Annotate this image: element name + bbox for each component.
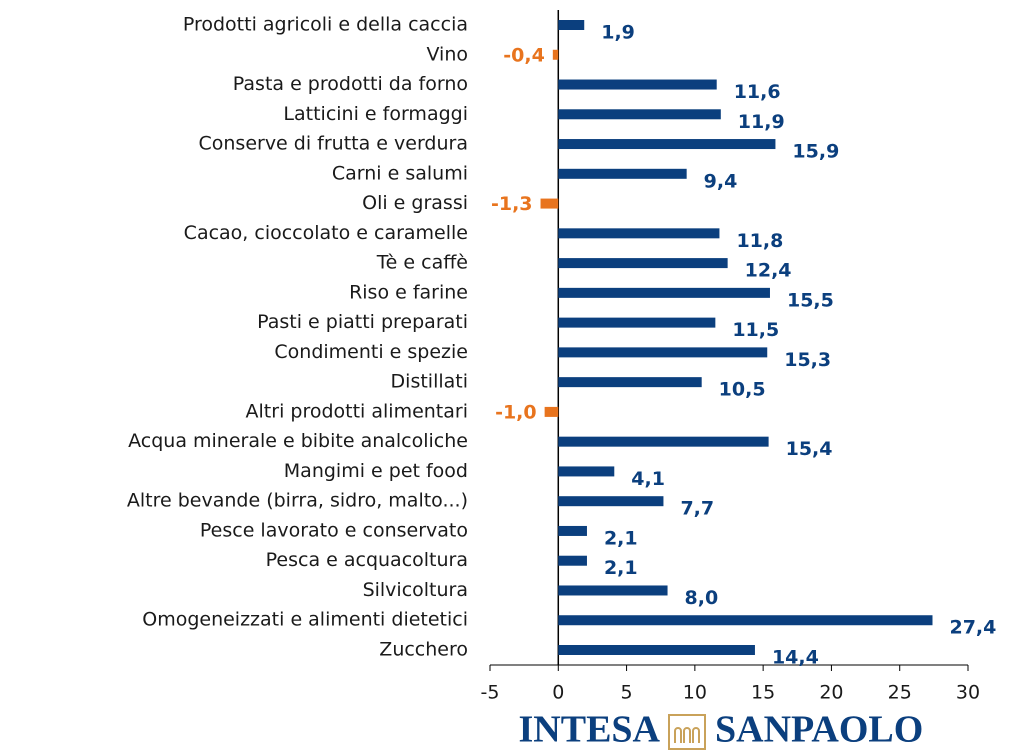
category-label: Latticini e formaggi <box>283 103 468 125</box>
bar <box>558 436 769 447</box>
logo-arches <box>674 727 700 743</box>
bar <box>544 406 559 417</box>
bar <box>558 258 728 269</box>
category-label: Pesca e acquacoltura <box>266 549 468 571</box>
category-label: Acqua minerale e bibite analcoliche <box>128 430 468 452</box>
value-label: 11,6 <box>734 81 781 103</box>
category-label: Tè e caffè <box>376 252 468 274</box>
x-tick-label: 25 <box>888 682 912 704</box>
value-label: 2,1 <box>604 557 638 579</box>
bar <box>558 377 702 388</box>
value-label: 4,1 <box>631 468 665 490</box>
bar <box>558 496 664 507</box>
bar <box>558 228 720 239</box>
value-label: 11,8 <box>736 230 783 252</box>
value-label: 9,4 <box>704 170 738 192</box>
bar <box>558 139 776 150</box>
value-label: 2,1 <box>604 527 638 549</box>
value-label: 27,4 <box>949 617 996 639</box>
category-label: Oli e grassi <box>362 192 468 214</box>
value-label: 15,3 <box>784 349 831 371</box>
category-label: Altri prodotti alimentari <box>246 400 468 422</box>
value-label: 11,9 <box>738 111 785 133</box>
value-label: -0,4 <box>503 44 545 66</box>
category-label: Distillati <box>391 371 468 393</box>
bar <box>552 49 559 60</box>
bar <box>558 645 755 655</box>
bar <box>558 109 721 120</box>
category-label: Cacao, cioccolato e caramelle <box>184 222 468 244</box>
bar <box>558 317 716 328</box>
value-label: 14,4 <box>772 647 819 669</box>
category-label: Silvicoltura <box>363 579 468 601</box>
category-label: Zucchero <box>379 639 468 661</box>
category-label: Vino <box>426 43 468 65</box>
value-label: -1,0 <box>495 401 537 423</box>
category-label: Pesce lavorato e conservato <box>200 519 468 541</box>
x-tick-label: -5 <box>481 682 500 704</box>
bar <box>558 168 687 179</box>
value-label: 15,4 <box>786 438 833 460</box>
category-label: Carni e salumi <box>332 162 468 184</box>
category-label: Condimenti e spezie <box>274 341 468 363</box>
x-tick-label: 15 <box>751 682 775 704</box>
x-tick-label: 30 <box>956 682 980 704</box>
value-label: 11,5 <box>732 319 779 341</box>
x-tick-label: 10 <box>683 682 707 704</box>
bar <box>558 585 668 596</box>
x-tick-label: 5 <box>621 682 633 704</box>
bar <box>558 615 933 626</box>
value-label: 12,4 <box>745 260 792 282</box>
category-label: Conserve di frutta e verdura <box>198 133 468 155</box>
bar <box>558 525 587 536</box>
logo-right: SANPAOLO <box>715 709 923 751</box>
bar <box>558 466 615 477</box>
logo-left: INTESA <box>519 709 661 751</box>
category-label: Pasta e prodotti da forno <box>233 73 468 95</box>
bar <box>558 555 587 566</box>
bar <box>540 198 559 209</box>
bar <box>558 347 768 358</box>
category-label: Altre bevande (birra, sidro, malto...) <box>127 490 468 512</box>
category-label: Pasti e piatti preparati <box>257 311 468 333</box>
bar <box>558 79 717 90</box>
value-label: 1,9 <box>601 22 635 44</box>
value-label: 7,7 <box>680 498 714 520</box>
logo: INTESA SANPAOLO <box>519 709 924 751</box>
bar <box>558 20 585 30</box>
category-label: Omogeneizzati e alimenti dietetici <box>142 609 468 631</box>
category-label: Prodotti agricoli e della caccia <box>183 14 468 36</box>
value-label: 15,9 <box>792 141 839 163</box>
value-label: 15,5 <box>787 289 834 311</box>
value-label: 8,0 <box>685 587 719 609</box>
value-label: 10,5 <box>719 379 766 401</box>
value-label: -1,3 <box>491 193 533 215</box>
x-tick-label: 0 <box>552 682 564 704</box>
x-tick-label: 20 <box>819 682 843 704</box>
category-label: Mangimi e pet food <box>284 460 468 482</box>
bar <box>558 287 770 298</box>
category-label: Riso e farine <box>349 281 468 303</box>
